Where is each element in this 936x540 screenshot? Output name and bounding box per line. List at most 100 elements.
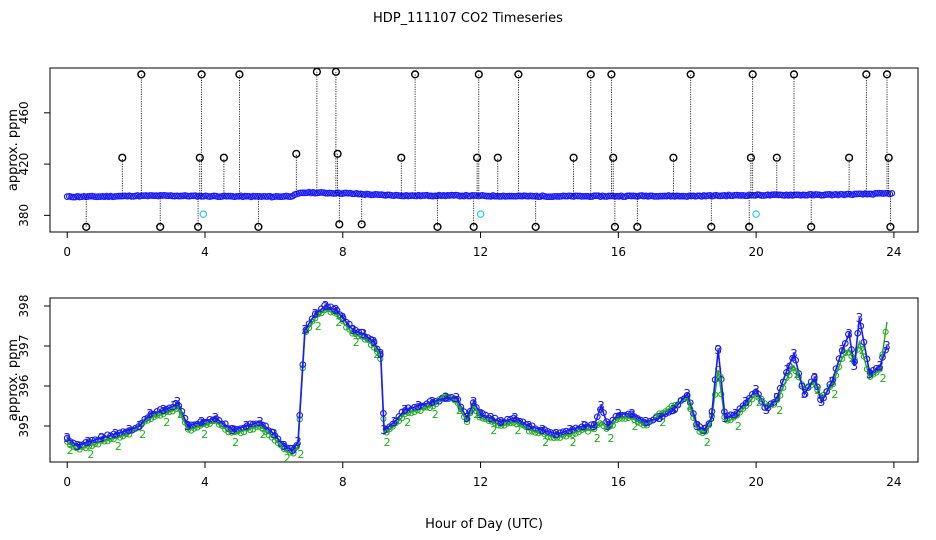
bottom-label-2: 2 (315, 320, 322, 333)
bottom-label-2: 2 (814, 384, 821, 397)
bottom-label-2: 2 (794, 368, 801, 381)
bottom-label-3: 3 (845, 327, 853, 341)
top-baseline-point (187, 192, 195, 200)
bottom-label-3: 3 (866, 367, 874, 381)
bottom-label-3: 3 (539, 423, 547, 437)
bottom-x-tick-label: 0 (63, 475, 71, 489)
top-outlier-point (686, 70, 695, 79)
bottom-blue-point (262, 422, 269, 430)
top-x-tick-label: 8 (339, 245, 347, 259)
top-outlier-point (789, 70, 799, 79)
bottom-label-2: 2 (756, 396, 763, 409)
bottom-label-2: 2 (490, 424, 497, 437)
bottom-label-3: 3 (289, 443, 297, 457)
bottom-y-tick-label: 398 (17, 295, 31, 318)
bottom-x-tick-label: 12 (473, 475, 488, 489)
bottom-label-2: 2 (284, 452, 291, 465)
top-outlier-point (292, 149, 301, 158)
bottom-blue-point (593, 413, 601, 421)
top-baseline-point (398, 192, 406, 200)
top-baseline-point (285, 193, 292, 200)
top-baseline-point (214, 193, 222, 201)
bottom-x-tick-label: 16 (611, 475, 626, 489)
bottom-x-tick-label: 24 (886, 475, 901, 489)
bottom-label-3: 3 (818, 395, 826, 409)
top-outlier-point (746, 153, 756, 162)
top-baseline-point (251, 193, 259, 200)
top-baseline-point (582, 192, 590, 200)
bottom-label-2: 2 (659, 416, 666, 429)
bottom-label-3: 3 (566, 423, 574, 437)
bottom-x-tick-label: 8 (339, 475, 347, 489)
top-baseline-point (419, 192, 427, 199)
top-baseline-point (551, 192, 559, 200)
top-baseline-point (543, 193, 551, 201)
bottom-green-point (584, 428, 592, 435)
bottom-label-2: 2 (298, 448, 305, 461)
top-x-tick-label: 24 (886, 245, 901, 259)
top-outlier-point (493, 153, 502, 162)
top-baseline-point (758, 192, 765, 199)
bottom-label-3: 3 (752, 383, 760, 397)
top-baseline-point (590, 192, 598, 200)
top-baseline-point (254, 193, 261, 200)
top-baseline-point (117, 192, 125, 200)
top-outlier-point (882, 70, 892, 79)
bottom-label-3: 3 (360, 327, 368, 341)
top-baseline-point (878, 190, 885, 197)
bottom-green-point (402, 411, 409, 418)
bottom-label-2: 2 (570, 436, 577, 449)
bottom-label-2: 2 (163, 416, 170, 429)
bottom-label-2: 2 (67, 444, 74, 457)
top-baseline-point (375, 191, 383, 199)
bottom-y-tick-label: 397 (17, 335, 31, 358)
top-baseline-point (824, 191, 832, 198)
bottom-label-3: 3 (714, 343, 722, 357)
top-outlier-point (331, 67, 341, 76)
bottom-y-axis-title: approx. ppm (6, 339, 21, 421)
bottom-label-2: 2 (542, 436, 549, 449)
bottom-label-3: 3 (614, 407, 622, 421)
bottom-label-3: 3 (628, 407, 636, 421)
bottom-label-2: 2 (353, 336, 360, 349)
bottom-blue-point (330, 305, 338, 313)
top-baseline-point (774, 191, 782, 199)
bottom-blue-point (166, 404, 173, 412)
top-baseline-point (241, 192, 249, 200)
bottom-label-3: 3 (242, 419, 250, 433)
top-outlier-point (586, 70, 595, 79)
top-baseline-point (741, 192, 749, 200)
top-baseline-point (661, 192, 668, 200)
bottom-label-3: 3 (401, 403, 409, 417)
top-outlier-point (469, 222, 478, 232)
bottom-label-3: 3 (670, 403, 678, 417)
bottom-blue-point (671, 406, 679, 414)
bottom-series-3-line (66, 305, 888, 452)
bottom-x-tick-label: 20 (748, 475, 763, 489)
top-outlier-point (669, 153, 678, 162)
bottom-plot-frame (49, 297, 919, 463)
bottom-label-3: 3 (301, 323, 309, 337)
bottom-label-2: 2 (880, 372, 887, 385)
bottom-label-3: 3 (463, 411, 471, 425)
bottom-label-3: 3 (415, 399, 423, 413)
top-baseline-point (158, 192, 166, 199)
top-baseline-point (506, 192, 513, 200)
bottom-label-3: 3 (656, 411, 664, 425)
top-baseline-point (768, 191, 776, 199)
top-baseline-point (619, 193, 627, 200)
bottom-label-3: 3 (198, 415, 206, 429)
bottom-label-3: 3 (773, 391, 781, 405)
top-outlier-point (474, 70, 483, 79)
bottom-label-3: 3 (322, 299, 330, 313)
bottom-label-3: 3 (597, 399, 605, 413)
top-outlier-point (357, 220, 366, 229)
bottom-label-3: 3 (311, 307, 319, 321)
bottom-label-3: 3 (811, 371, 819, 385)
top-baseline-point (169, 192, 176, 200)
top-baseline-point (299, 189, 307, 197)
top-outlier-point (862, 70, 871, 79)
bottom-series-2-line (66, 309, 888, 455)
top-baseline-point (650, 193, 658, 200)
